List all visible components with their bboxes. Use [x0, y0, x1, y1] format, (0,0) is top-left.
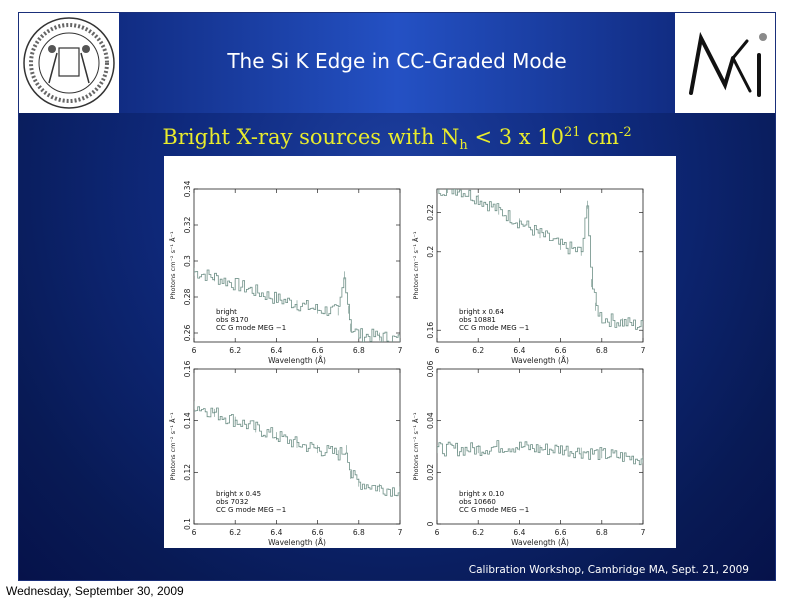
x-tick-label: 6.8 [353, 346, 365, 355]
title-banner [19, 13, 775, 113]
y-tick-label: 0.14 [183, 412, 192, 429]
panel-annotation: obs 8170 [216, 316, 248, 324]
x-tick-label: 6.4 [270, 346, 282, 355]
x-tick-label: 6 [435, 346, 440, 355]
panel-annotation: CC G mode MEG −1 [459, 324, 529, 332]
mki-logo-icon [689, 31, 767, 97]
x-tick-label: 6.4 [513, 528, 525, 537]
panel-annotation: CC G mode MEG −1 [459, 506, 529, 514]
y-axis-label: Photons cm⁻² s⁻¹ Å⁻¹ [168, 412, 177, 480]
chart-panel-4: 6 6.2 6.4 6.6 6.8 7 0 0.02 0.04 0.06 Wavelength (Å… [411, 360, 646, 547]
x-tick-label: 7 [398, 528, 403, 537]
x-tick-label: 6.8 [596, 346, 608, 355]
plot-frame [193, 188, 401, 343]
y-axis-label: Photons cm⁻² s⁻¹ Å⁻¹ [411, 231, 420, 299]
x-tick-label: 6 [435, 528, 440, 537]
x-tick-label: 6 [192, 346, 197, 355]
x-tick-label: 6.6 [312, 528, 324, 537]
y-tick-label: 0.3 [183, 255, 192, 267]
y-tick-label: 0.22 [426, 204, 435, 221]
plot-frame [193, 368, 401, 525]
y-tick-label: 0.06 [426, 360, 435, 377]
footer-text: Calibration Workshop, Cambridge MA, Sept… [468, 564, 749, 576]
x-tick-label: 7 [398, 346, 403, 355]
figure-panel: 6 6.2 6.4 6.6 6.8 7 0.26 0.28 0.3 0.32 0.34 Wavelen… [164, 156, 676, 548]
panel-annotation: bright x 0.64 [459, 308, 505, 316]
panel-annotation: obs 10881 [459, 316, 496, 324]
x-tick-label: 7 [641, 346, 646, 355]
x-tick-label: 6.2 [472, 346, 484, 355]
y-tick-label: 0.26 [183, 324, 192, 341]
y-axis-label: Photons cm⁻² s⁻¹ Å⁻¹ [411, 412, 420, 480]
x-axis-label: Wavelength (Å) [511, 356, 569, 365]
chart-panel-1: 6 6.2 6.4 6.6 6.8 7 0.26 0.28 0.3 0.32 0.34 Wavelen… [168, 180, 403, 365]
x-axis-label: Wavelength (Å) [268, 538, 326, 547]
x-tick-label: 6.2 [229, 346, 241, 355]
x-tick-label: 7 [641, 528, 646, 537]
plot-frame [436, 188, 644, 343]
series-line [194, 269, 400, 342]
panel-annotation: CC G mode MEG −1 [216, 324, 286, 332]
x-tick-label: 6.4 [270, 528, 282, 537]
panel-annotation: bright x 0.45 [216, 490, 261, 498]
x-tick-label: 6.6 [312, 346, 324, 355]
x-tick-label: 6.6 [555, 528, 567, 537]
panel-annotation: obs 7032 [216, 498, 248, 506]
x-tick-label: 6.2 [472, 528, 484, 537]
y-tick-label: 0.28 [183, 288, 192, 305]
panel-annotation: obs 10660 [459, 498, 496, 506]
y-tick-label: 0.1 [183, 518, 192, 530]
y-tick-label: 0.2 [426, 246, 435, 258]
x-tick-label: 6.8 [353, 528, 365, 537]
y-tick-label: 0.16 [183, 360, 192, 377]
slide: The Si K Edge in CC-Graded Mode Bright X… [18, 12, 776, 581]
panel-annotation: CC G mode MEG −1 [216, 506, 286, 514]
y-axis-label: Photons cm⁻² s⁻¹ Å⁻¹ [168, 231, 177, 299]
x-tick-label: 6.2 [229, 528, 241, 537]
y-tick-label: 0.04 [426, 412, 435, 429]
y-tick-label: 0 [426, 521, 435, 526]
x-tick-label: 6 [192, 528, 197, 537]
spectra-figure: 6 6.2 6.4 6.6 6.8 70.260.280.30.320.34Wavelen… [168, 180, 646, 547]
logo-left [19, 13, 119, 113]
y-tick-label: 0.32 [183, 216, 192, 233]
mit-seal-icon [23, 17, 115, 109]
panel-annotation: bright [216, 308, 237, 316]
series-line [194, 406, 400, 497]
panel-annotation: bright x 0.10 [459, 490, 504, 498]
chart-panel-2: 6 6.2 6.4 6.6 6.8 7 0.16 0.2 0.22 Wavelength (Å) P… [411, 188, 646, 365]
date-text: Wednesday, September 30, 2009 [6, 584, 184, 598]
slide-subtitle: Bright X-ray sources with Nh < 3 x 1021 … [162, 125, 632, 154]
x-tick-label: 6.8 [596, 528, 608, 537]
x-tick-label: 6.4 [513, 346, 525, 355]
chart-panel-3: 6 6.2 6.4 6.6 6.8 7 0.1 0.12 0.14 0.16 Wavelength … [168, 360, 403, 547]
logo-right [675, 13, 775, 113]
x-tick-label: 6.6 [555, 346, 567, 355]
x-axis-label: Wavelength (Å) [511, 538, 569, 547]
series-line [438, 189, 643, 330]
y-tick-label: 0.12 [183, 464, 192, 481]
y-tick-label: 0.16 [426, 322, 435, 339]
slide-title: The Si K Edge in CC-Graded Mode [227, 49, 567, 73]
y-tick-label: 0.02 [426, 464, 435, 481]
y-tick-label: 0.34 [183, 180, 192, 197]
x-axis-label: Wavelength (Å) [268, 356, 326, 365]
